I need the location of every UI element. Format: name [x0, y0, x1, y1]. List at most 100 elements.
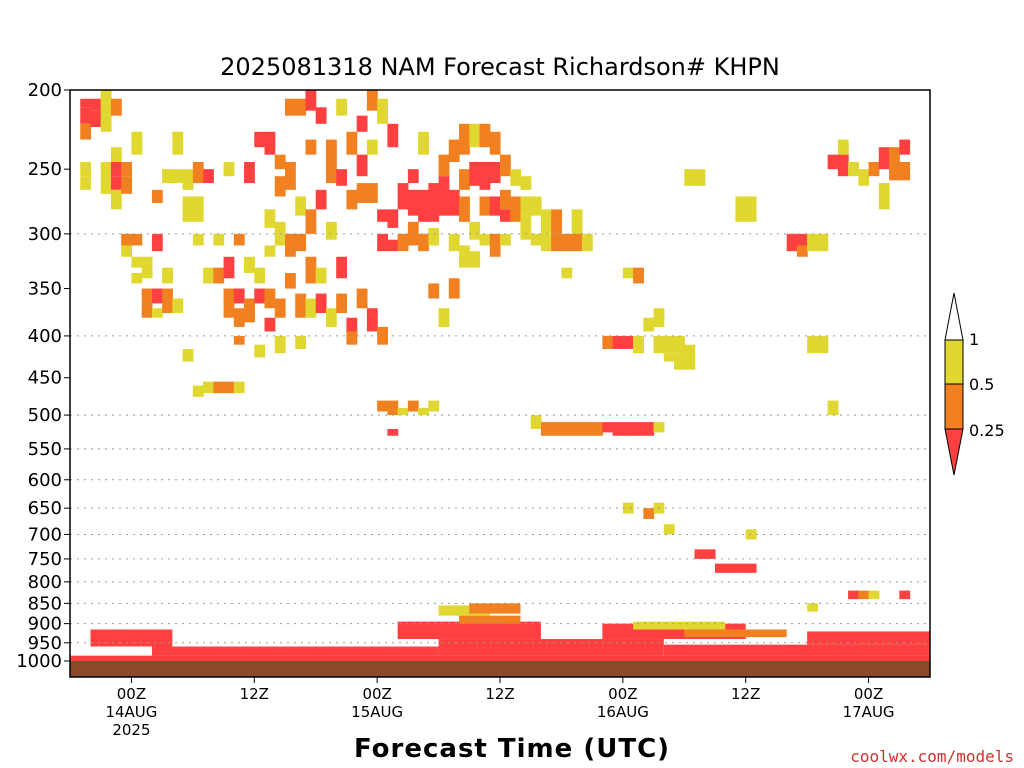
heatmap-cell — [336, 293, 348, 314]
y-tick-label: 750 — [28, 549, 62, 570]
heatmap-band — [397, 621, 541, 640]
heatmap-cell — [817, 233, 829, 252]
heatmap-cell — [428, 183, 440, 222]
heatmap-cell — [151, 288, 163, 304]
surface-ground-band — [70, 661, 930, 677]
heatmap-cell — [633, 335, 644, 354]
heatmap-cell — [602, 335, 614, 349]
heatmap-cell — [213, 381, 225, 394]
colorbar-bottom-arrow — [944, 428, 964, 476]
y-tick-label: 800 — [28, 572, 62, 593]
heatmap-cell — [325, 139, 337, 162]
heatmap-cell — [459, 123, 470, 155]
heatmap-cell — [715, 563, 726, 573]
heatmap-cell — [377, 326, 388, 345]
heatmap-cell — [899, 139, 911, 155]
heatmap-cell — [80, 161, 92, 177]
heatmap-band — [151, 646, 439, 656]
x-tick-label: 00Z — [608, 685, 637, 703]
heatmap-cell — [223, 298, 235, 318]
heatmap-cell — [551, 233, 563, 252]
heatmap-cell — [305, 298, 317, 318]
heatmap-cell — [889, 161, 900, 181]
heatmap-cell — [377, 98, 388, 124]
heatmap-cell — [510, 169, 522, 186]
heatmap-cell — [796, 245, 808, 257]
heatmap-cell — [274, 298, 286, 318]
heatmap-cell — [448, 278, 460, 299]
x-tick-label: 00Z — [362, 685, 391, 703]
colorbar-label: 0.25 — [969, 421, 1005, 440]
heatmap-band — [438, 605, 490, 616]
heatmap-cell — [151, 308, 163, 318]
heatmap-cell — [807, 335, 818, 354]
heatmap-cell — [643, 508, 655, 519]
y-tick-label: 950 — [28, 633, 62, 654]
heatmap-band — [438, 639, 664, 656]
heatmap-band — [469, 603, 521, 614]
y-tick-label: 250 — [28, 159, 62, 180]
heatmap-cell — [622, 422, 634, 436]
heatmap-cell — [663, 524, 675, 535]
heatmap-cell — [469, 161, 481, 186]
heatmap-cell — [469, 251, 481, 268]
x-tick-label: 16AUG — [597, 703, 649, 721]
heatmap-cell — [510, 196, 522, 222]
heatmap-cell — [530, 415, 542, 429]
heatmap-cell — [325, 308, 337, 327]
heatmap-cell — [479, 233, 491, 246]
heatmap-cell — [397, 407, 409, 416]
heatmap-cell — [899, 161, 911, 181]
chart-title: 2025081318 NAM Forecast Richardson# KHPN — [220, 53, 780, 81]
heatmap-cell — [325, 221, 337, 240]
heatmap-cell — [366, 308, 378, 332]
heatmap-cell — [366, 139, 378, 155]
heatmap-cell — [489, 131, 501, 155]
heatmap-cell — [366, 183, 378, 203]
heatmap-band — [663, 644, 930, 656]
heatmap-cell — [448, 189, 460, 216]
y-tick-label: 900 — [28, 614, 62, 635]
heatmap-cell — [151, 233, 163, 252]
heatmap-cell — [172, 169, 184, 184]
heatmap-cell — [684, 344, 696, 370]
heatmap-cell — [500, 154, 511, 177]
x-tick-label: 14AUG — [105, 703, 157, 721]
heatmap-cell — [561, 422, 573, 436]
heatmap-cell — [254, 344, 266, 358]
heatmap-cell — [571, 209, 583, 234]
colorbar-label: 1 — [969, 330, 979, 349]
heatmap-cell — [858, 590, 870, 600]
heatmap-band — [70, 655, 930, 661]
x-tick-label: 00Z — [117, 685, 146, 703]
heatmap-cell — [336, 98, 348, 116]
heatmap-cell — [438, 154, 450, 177]
y-tick-label: 700 — [28, 524, 62, 545]
heatmap-cell — [274, 154, 286, 170]
heatmap-cell — [264, 209, 276, 228]
x-tick-label: 17AUG — [843, 703, 895, 721]
heatmap-cell — [151, 189, 163, 203]
heatmap-cell — [520, 215, 532, 240]
heatmap-cell — [305, 90, 317, 111]
heatmap-cell — [581, 422, 593, 436]
heatmap-cell — [868, 161, 880, 177]
heatmap-cell — [571, 233, 583, 252]
heatmap-cell — [264, 317, 276, 332]
heatmap-cell — [80, 98, 92, 108]
heatmap-cell — [827, 154, 839, 170]
heatmap-cell — [110, 98, 122, 116]
heatmap-cell — [520, 196, 532, 216]
heatmap-cell — [387, 209, 399, 228]
heatmap-cell — [346, 131, 358, 155]
heatmap-cell — [100, 115, 112, 132]
heatmap-cell — [878, 147, 890, 170]
heatmap-cell — [807, 233, 818, 252]
heatmap-cell — [438, 308, 450, 327]
heatmap-cell — [868, 590, 880, 600]
heatmap-cell — [274, 176, 286, 197]
heatmap-cell — [704, 549, 716, 559]
heatmap-cell — [540, 422, 552, 436]
heatmap-cell — [725, 563, 737, 573]
heatmap-cell — [325, 161, 337, 184]
